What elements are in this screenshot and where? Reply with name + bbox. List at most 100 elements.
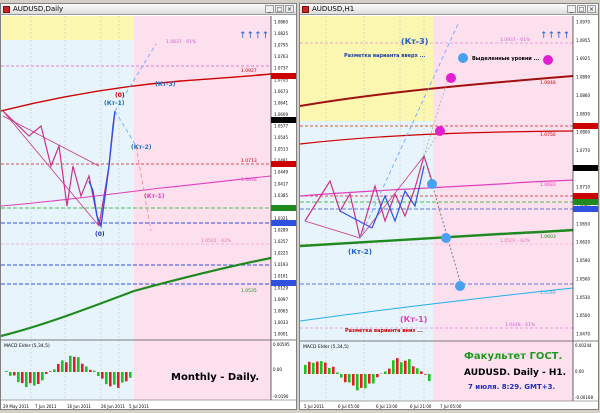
macd-bar bbox=[324, 362, 327, 374]
date-tick-label: 6 Jul 05:00 bbox=[338, 404, 360, 409]
maximize-button[interactable]: □ bbox=[577, 5, 586, 13]
marker-circle-magenta bbox=[446, 73, 456, 83]
price-line bbox=[371, 165, 425, 229]
close-button[interactable]: × bbox=[587, 5, 596, 13]
date-tick-label: 6 Jul 13:00 bbox=[376, 404, 398, 409]
chart-canvas-h1[interactable]: (Кт-3) Разметка варианта вверх ... Выдел… bbox=[300, 16, 599, 410]
svg-text:0.00595: 0.00595 bbox=[273, 342, 290, 347]
price-axis-ticks: 1.0970 1.0955 1.0925 1.0890 1.0860 1.0830 1.08… bbox=[576, 20, 590, 337]
macd-bar bbox=[360, 374, 363, 388]
annotation-up-variant: Разметка варианта вверх ... bbox=[344, 53, 425, 59]
macd-bar bbox=[57, 363, 60, 372]
date-tick-label: 26 Jun 2011 bbox=[101, 404, 126, 409]
date-tick-label: 6 Jul 21:00 bbox=[410, 404, 432, 409]
level-tag: 1.0937 - 61% bbox=[500, 37, 531, 43]
chart-app-icon bbox=[3, 6, 10, 13]
macd-bar bbox=[348, 374, 351, 383]
wave-label-top: (0) bbox=[115, 92, 125, 99]
macd-bar bbox=[336, 372, 339, 374]
price-tick-label: 1.0650 bbox=[576, 221, 590, 226]
macd-histogram bbox=[304, 358, 431, 391]
price-tick-label: 1.0795 bbox=[274, 43, 288, 48]
annotation-down-variant: Разметка варианта вниз ... bbox=[345, 328, 423, 334]
macd-bar bbox=[65, 362, 68, 372]
level-tag: 1.0713 bbox=[241, 158, 257, 164]
macd-bar bbox=[372, 374, 375, 384]
window-titlebar[interactable]: AUDUSD,Daily _ □ × bbox=[1, 4, 296, 15]
price-tick-label: 1.0860 bbox=[274, 20, 288, 25]
price-tick-label: 1.0673 bbox=[274, 89, 288, 94]
chart-canvas-daily[interactable]: (0) (Кт-1) (Кт-3) (Кт-2) (Кт-1) (0) 1.08… bbox=[1, 16, 297, 410]
date-tick-label: 16 Jun 2011 bbox=[67, 404, 92, 409]
marker-circle-magenta bbox=[435, 126, 445, 136]
macd-bar bbox=[420, 371, 423, 374]
macd-bar bbox=[53, 369, 56, 372]
chart-window-h1[interactable]: AUDUSD,H1 _ □ × bbox=[299, 3, 599, 410]
price-tick-label: 1.0545 bbox=[274, 135, 288, 140]
price-tick-label: 1.0449 bbox=[274, 170, 288, 175]
price-tick-label: 1.0385 bbox=[274, 193, 288, 198]
macd-bar bbox=[9, 372, 12, 376]
date-tick-label: 7 Jun 2011 bbox=[35, 404, 57, 409]
svg-text:0.00244: 0.00244 bbox=[575, 343, 592, 348]
macd-bar bbox=[308, 361, 311, 374]
macd-bar bbox=[316, 361, 319, 374]
price-tick-label: 1.0770 bbox=[576, 148, 590, 153]
date-axis-ticks: 29 May 2011 7 Jun 2011 16 Jun 2011 26 Jun 2… bbox=[3, 404, 150, 409]
minimize-button[interactable]: _ bbox=[265, 5, 274, 13]
macd-bar bbox=[101, 372, 104, 379]
price-tick-label: 1.0129 bbox=[274, 285, 288, 290]
macd-bar bbox=[85, 366, 88, 372]
projection-up-line bbox=[359, 23, 459, 239]
level-tag: 1.0837 - 61% bbox=[166, 39, 197, 45]
ma-red-line bbox=[300, 130, 574, 145]
wave-label-kt2: (Кт-2) bbox=[348, 248, 372, 256]
macd-bar bbox=[424, 374, 427, 375]
macd-bar bbox=[89, 369, 92, 372]
date-axis-ticks: 5 Jul 2011 6 Jul 05:00 6 Jul 13:00 6 Jul 21… bbox=[304, 404, 462, 409]
close-button[interactable]: × bbox=[285, 5, 294, 13]
macd-bar bbox=[37, 372, 40, 384]
ma-magenta-line bbox=[1, 175, 272, 207]
level-tag: 1.0501 - 62% bbox=[201, 238, 232, 244]
projection-up-line bbox=[114, 43, 157, 112]
macd-bar bbox=[17, 372, 20, 383]
price-tick-label: 1.0970 bbox=[576, 20, 590, 25]
macd-label: MACD Elder (5,34,5) bbox=[303, 344, 349, 350]
macd-histogram bbox=[5, 355, 132, 388]
maximize-button[interactable]: □ bbox=[275, 5, 284, 13]
price-tick-label: 1.0481 bbox=[274, 158, 288, 163]
macd-bar bbox=[388, 368, 391, 374]
macd-bar bbox=[304, 364, 307, 374]
svg-text:-0.0190: -0.0190 bbox=[273, 394, 289, 399]
marker-circle-blue bbox=[458, 53, 468, 63]
ma-magenta-line bbox=[300, 179, 574, 197]
price-tick-label: 1.0033 bbox=[274, 320, 288, 325]
price-tick-label: 1.0321 bbox=[274, 216, 288, 221]
level-tag: 1.0756 bbox=[540, 132, 556, 138]
projection-down-line bbox=[423, 155, 463, 289]
macd-bar bbox=[109, 372, 112, 387]
price-tick-label: 1.0513 bbox=[274, 147, 288, 152]
macd-bar bbox=[93, 370, 96, 372]
macd-bar bbox=[356, 374, 359, 391]
level-tag: 1.0501 - 62% bbox=[500, 238, 531, 244]
macd-bar bbox=[117, 372, 120, 388]
price-tick-label: 1.0890 bbox=[576, 75, 590, 80]
macd-bar bbox=[408, 359, 411, 374]
chart-window-daily[interactable]: AUDUSD,Daily _ □ × bbox=[0, 3, 297, 410]
macd-bar bbox=[340, 374, 343, 378]
macd-bar bbox=[61, 360, 64, 372]
window-titlebar[interactable]: AUDUSD,H1 _ □ × bbox=[300, 4, 598, 15]
caption-title: Факультет ГОСТ. bbox=[464, 351, 562, 362]
price-tick-label: 1.0001 bbox=[274, 332, 288, 337]
macd-bar bbox=[396, 358, 399, 374]
macd-bar bbox=[97, 372, 100, 377]
level-tag: 1.0927 bbox=[241, 68, 257, 74]
macd-bar bbox=[129, 372, 132, 378]
minimize-button[interactable]: _ bbox=[567, 5, 576, 13]
price-tick-label: 1.0225 bbox=[274, 251, 288, 256]
level-tag: 1.0535 bbox=[241, 288, 257, 294]
price-tick-label: 1.0560 bbox=[576, 276, 590, 281]
price-tick-label: 1.0763 bbox=[274, 54, 288, 59]
